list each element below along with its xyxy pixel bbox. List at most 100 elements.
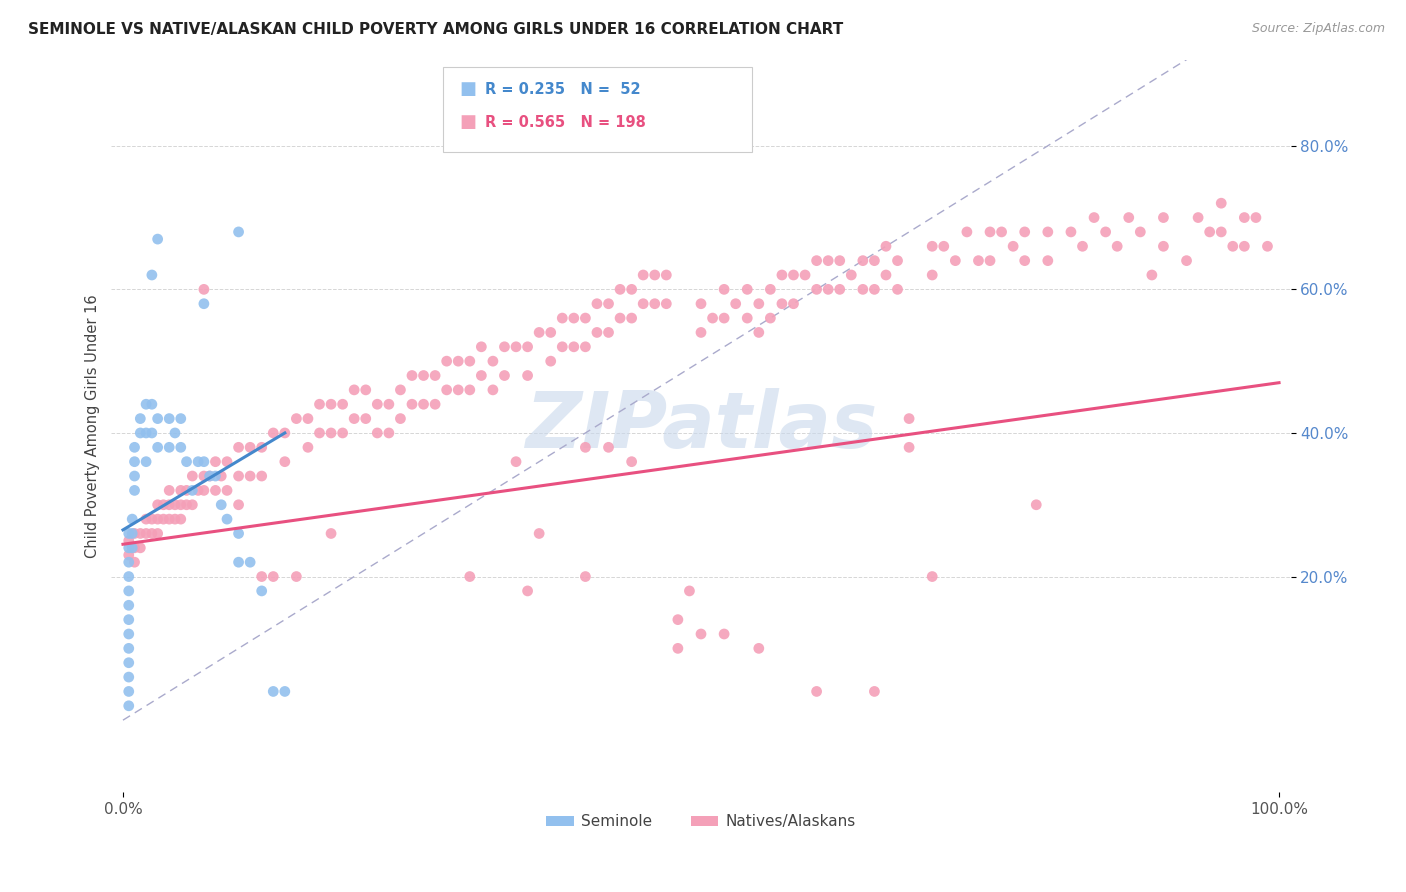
Point xyxy=(157,483,180,498)
Point xyxy=(1002,239,1025,253)
Point xyxy=(863,253,886,268)
Point xyxy=(389,383,412,397)
Point xyxy=(1083,211,1105,225)
Point xyxy=(228,498,250,512)
Point xyxy=(146,411,169,425)
Point xyxy=(735,282,758,296)
Point xyxy=(118,569,141,583)
Point xyxy=(852,282,875,296)
Point xyxy=(118,613,141,627)
Point xyxy=(702,311,724,326)
Point xyxy=(458,354,481,368)
Point xyxy=(574,569,596,583)
Point xyxy=(204,455,226,469)
Point xyxy=(886,253,908,268)
Point xyxy=(943,253,966,268)
Point xyxy=(631,268,654,282)
Point xyxy=(124,440,146,454)
Point xyxy=(170,512,193,526)
Point xyxy=(921,239,943,253)
Point xyxy=(152,498,174,512)
Point xyxy=(118,526,141,541)
Point xyxy=(198,469,221,483)
Point xyxy=(319,397,342,411)
Point xyxy=(1152,239,1174,253)
Point xyxy=(193,282,215,296)
Point xyxy=(285,411,308,425)
Point xyxy=(228,526,250,541)
Point xyxy=(124,555,146,569)
Point xyxy=(644,268,666,282)
Point xyxy=(806,253,828,268)
Point xyxy=(187,483,209,498)
Point xyxy=(828,253,851,268)
Point xyxy=(713,282,735,296)
Point xyxy=(516,368,538,383)
Point xyxy=(598,326,620,340)
Point xyxy=(193,296,215,310)
Point xyxy=(146,440,169,454)
Point xyxy=(551,311,574,326)
Point xyxy=(135,455,157,469)
Point xyxy=(620,311,643,326)
Point xyxy=(129,425,152,440)
Text: Source: ZipAtlas.com: Source: ZipAtlas.com xyxy=(1251,22,1385,36)
Point xyxy=(562,340,585,354)
Point xyxy=(163,425,186,440)
Point xyxy=(239,555,262,569)
Point xyxy=(343,383,366,397)
Point xyxy=(412,368,434,383)
Point xyxy=(1175,253,1198,268)
Y-axis label: Child Poverty Among Girls Under 16: Child Poverty Among Girls Under 16 xyxy=(86,294,100,558)
Point xyxy=(586,296,609,310)
Point xyxy=(239,440,262,454)
Point xyxy=(458,569,481,583)
Text: ■: ■ xyxy=(460,80,477,98)
Point xyxy=(898,411,921,425)
Point xyxy=(1256,239,1278,253)
Point xyxy=(118,627,141,641)
Point xyxy=(274,684,297,698)
Point xyxy=(204,483,226,498)
Point xyxy=(141,397,163,411)
Point xyxy=(666,613,689,627)
Point xyxy=(332,397,354,411)
Point xyxy=(121,526,143,541)
Text: ■: ■ xyxy=(460,113,477,131)
Point xyxy=(1025,498,1047,512)
Point xyxy=(631,296,654,310)
Point xyxy=(319,526,342,541)
Point xyxy=(308,397,330,411)
Point xyxy=(228,555,250,569)
Point xyxy=(759,282,782,296)
Point xyxy=(1244,211,1267,225)
Point xyxy=(1071,239,1094,253)
Point xyxy=(644,296,666,310)
Point xyxy=(141,512,163,526)
Point xyxy=(505,455,527,469)
Point xyxy=(1211,196,1233,211)
Point xyxy=(163,512,186,526)
Point xyxy=(250,569,273,583)
Point xyxy=(562,311,585,326)
Point xyxy=(1233,211,1256,225)
Point xyxy=(967,253,990,268)
Point xyxy=(228,440,250,454)
Point xyxy=(176,498,198,512)
Point xyxy=(176,483,198,498)
Point xyxy=(118,641,141,656)
Point xyxy=(176,455,198,469)
Point xyxy=(690,627,713,641)
Point xyxy=(332,425,354,440)
Point xyxy=(516,340,538,354)
Point xyxy=(1094,225,1116,239)
Point xyxy=(141,526,163,541)
Point xyxy=(540,354,562,368)
Point xyxy=(921,569,943,583)
Point xyxy=(690,296,713,310)
Point xyxy=(527,526,550,541)
Point xyxy=(274,425,297,440)
Point xyxy=(204,469,226,483)
Point xyxy=(157,512,180,526)
Point xyxy=(863,282,886,296)
